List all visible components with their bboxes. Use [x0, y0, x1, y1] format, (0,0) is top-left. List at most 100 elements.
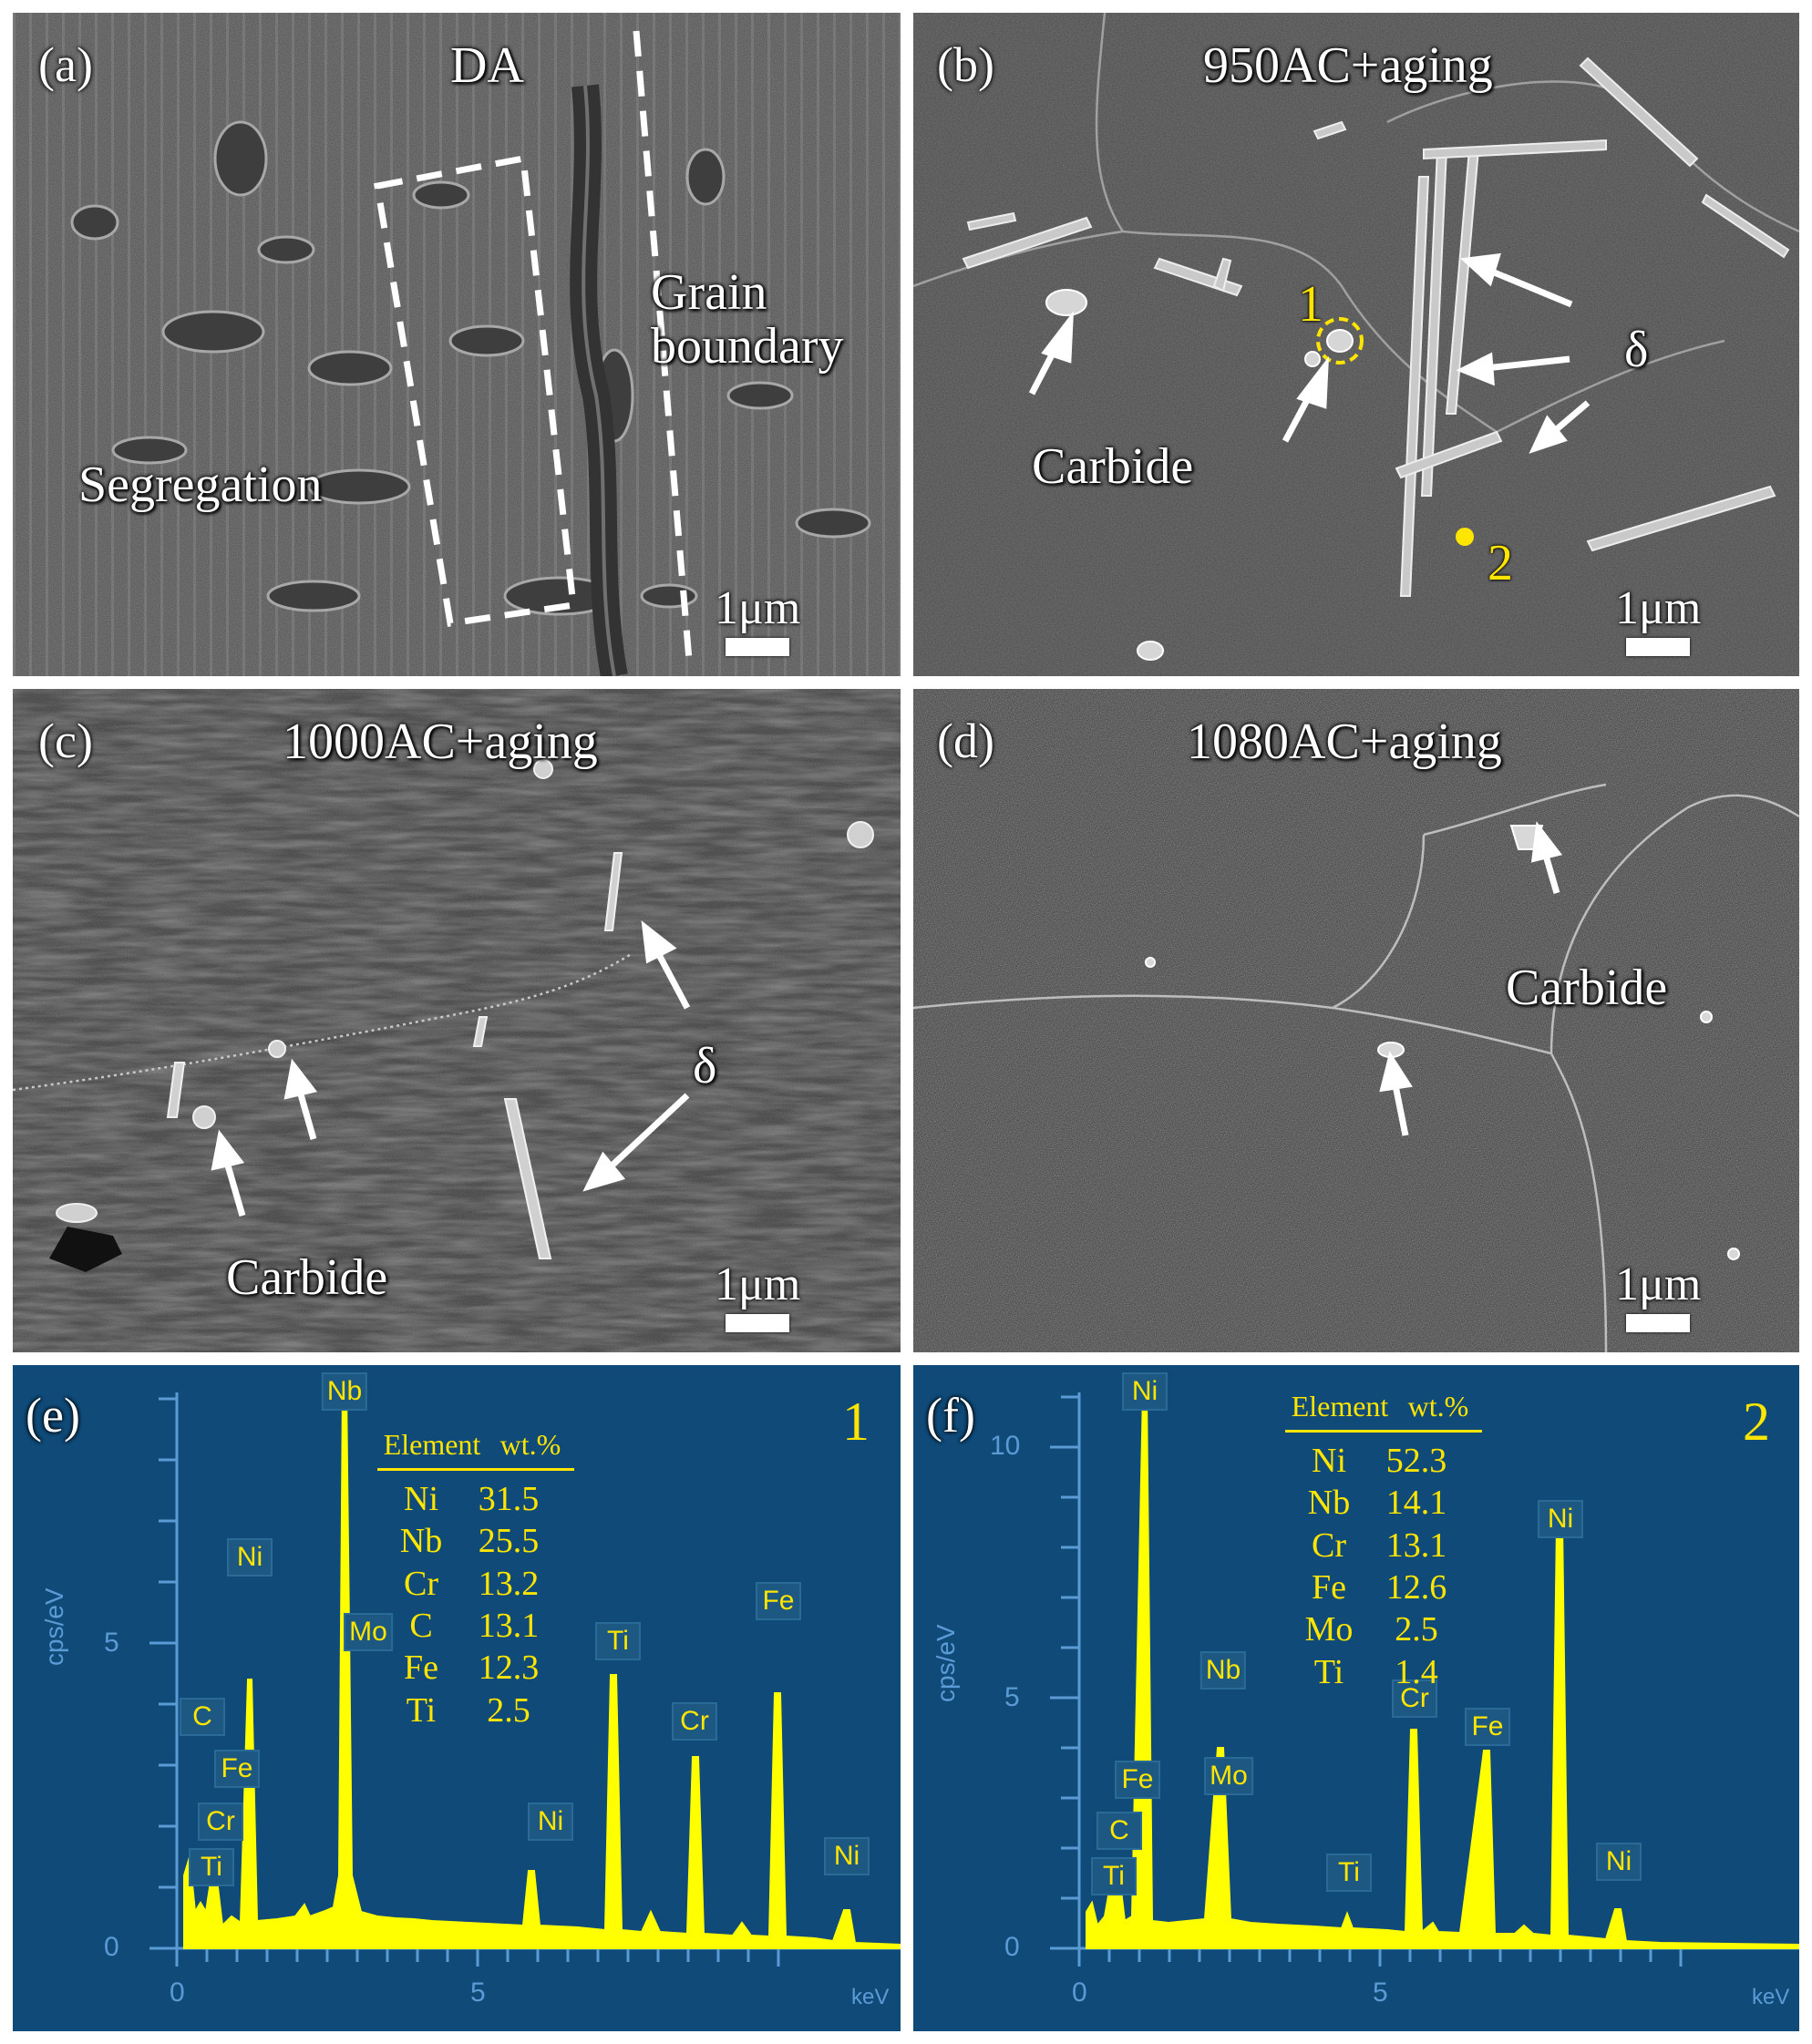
eds-spectrum-f: [1050, 1392, 1799, 1967]
wt-cell: 12.6: [1385, 1568, 1447, 1607]
peak-tag-f-mo: Mo: [1204, 1757, 1253, 1795]
scale-label-d: 1μm: [1615, 1258, 1702, 1310]
panel-title-b: 950AC+aging: [1203, 37, 1493, 94]
segregation-label: Segregation: [78, 457, 323, 513]
xtick-label-f-5: 5: [1373, 1977, 1388, 2008]
grain-boundary-label: Grain boundary: [651, 264, 844, 375]
ytick-label-e-0: 0: [104, 1932, 119, 1962]
scale-bar-c: 1μm: [715, 1261, 800, 1332]
peak-tag-f-nb: Nb: [1199, 1651, 1247, 1690]
wt-cell: 52.3: [1385, 1442, 1447, 1481]
scale-bar-d: 1μm: [1615, 1261, 1701, 1332]
panel-letter-c: (c): [38, 714, 93, 768]
wt-cell: 25.5: [478, 1522, 540, 1561]
ytick-label-f-10: 10: [990, 1431, 1021, 1461]
xtick-label-f-0: 0: [1072, 1977, 1087, 2008]
carbide-label-c: Carbide: [226, 1249, 388, 1306]
element-cell: Nb: [399, 1522, 443, 1561]
peak-tag-e-mo: Mo: [344, 1613, 393, 1651]
table-header-wt-e: wt.%: [499, 1428, 561, 1461]
composition-table-f: Element wt.% Ni 52.3 Nb 14.1 Cr 13.1 Fe 12.6…: [1285, 1389, 1482, 1693]
peak-tag-f-ti-k: Ti: [1326, 1854, 1372, 1892]
element-cell: Nb: [1307, 1484, 1351, 1523]
xtick-label-e-5: 5: [470, 1977, 486, 2008]
panel-letter-e: (e): [26, 1388, 80, 1443]
table-header-f: Element wt.%: [1285, 1389, 1482, 1433]
point-1-label: 1: [1298, 276, 1323, 333]
table-row: Ni 31.5: [377, 1478, 574, 1520]
panel-letter-f: (f): [926, 1388, 975, 1443]
peak-tag-e-ti-l: Ti: [189, 1848, 234, 1886]
ytick-label-e-5: 5: [104, 1628, 119, 1658]
table-row: Cr 13.2: [377, 1563, 574, 1605]
scale-bar-line-b: [1626, 638, 1691, 656]
wt-cell: 31.5: [478, 1480, 540, 1519]
scale-label-c: 1μm: [715, 1258, 801, 1310]
wt-cell: 12.3: [478, 1649, 540, 1688]
table-row: Cr 13.1: [1285, 1525, 1482, 1566]
table-row: Fe 12.6: [1285, 1566, 1482, 1608]
scale-bar-line-a: [726, 638, 790, 656]
eds-spectrum-panel-f: (f) 2 10 5 0 cps/eV 0 5 keV Ni Fe C Ti N…: [913, 1365, 1799, 2031]
table-row: Ni 52.3: [1285, 1440, 1482, 1482]
element-cell: C: [409, 1607, 433, 1646]
peak-tag-e-ni-kb: Ni: [824, 1837, 870, 1875]
wt-cell: 2.5: [1395, 1610, 1438, 1649]
carbide-label-d: Carbide: [1506, 960, 1668, 1016]
peak-tag-e-ni-l: Ni: [227, 1538, 273, 1577]
table-header-element-e: Element: [383, 1428, 481, 1461]
delta-label-c: δ: [693, 1038, 717, 1094]
scale-label-b: 1μm: [1615, 582, 1702, 634]
table-row: Ti 2.5: [377, 1690, 574, 1731]
carbide-label-b: Carbide: [1032, 438, 1194, 495]
panel-letter-d: (d): [937, 714, 994, 768]
scale-bar-b: 1μm: [1615, 585, 1701, 656]
peak-tag-e-c: C: [180, 1698, 225, 1736]
panel-title-a: DA: [450, 37, 524, 94]
wt-cell: 13.2: [478, 1564, 540, 1603]
point-2-label: 2: [1488, 535, 1513, 591]
x-axis-label-e: keV: [851, 1985, 890, 2009]
xtick-label-e-0: 0: [170, 1977, 185, 2008]
wt-cell: 13.1: [478, 1607, 540, 1646]
point-number-f: 2: [1743, 1392, 1770, 1452]
table-header-wt-f: wt.%: [1407, 1390, 1469, 1423]
peak-tag-e-cr-k: Ti: [595, 1622, 641, 1660]
scale-bar-line-d: [1626, 1314, 1691, 1332]
element-cell: Cr: [404, 1564, 438, 1603]
peak-tag-e-ti-k: Ni: [528, 1803, 573, 1841]
y-axis-label-e: cps/eV: [40, 1587, 68, 1666]
peak-tag-e-ni-k: Fe: [756, 1582, 801, 1620]
scale-label-a: 1μm: [715, 582, 801, 634]
peak-tag-f-fe-k: Fe: [1465, 1708, 1510, 1746]
sem-image-a: [13, 13, 901, 676]
table-row: C 13.1: [377, 1605, 574, 1647]
peak-tag-f-ni-kb: Ni: [1596, 1843, 1642, 1881]
sem-panel-c: (c) 1000AC+aging Carbide δ 1μm: [13, 689, 901, 1352]
element-cell: Fe: [404, 1649, 438, 1688]
peak-tag-f-cr: Cr: [1392, 1679, 1437, 1718]
element-cell: Ni: [1312, 1442, 1346, 1481]
wt-cell: 14.1: [1385, 1484, 1447, 1523]
sem-image-c: [13, 689, 901, 1352]
element-cell: Ti: [406, 1690, 437, 1730]
panel-letter-b: (b): [937, 37, 994, 92]
point-number-e: 1: [842, 1392, 870, 1452]
panel-title-c: 1000AC+aging: [283, 714, 598, 770]
peak-tag-e-cr-l: Cr: [198, 1803, 243, 1841]
table-row: Mo 2.5: [1285, 1608, 1482, 1650]
peak-tag-f-ni-k: Ni: [1538, 1500, 1583, 1538]
peak-tag-f-fe-l: Fe: [1115, 1761, 1160, 1799]
peak-tag-e-fe-k: Cr: [672, 1702, 717, 1741]
element-cell: Cr: [1312, 1525, 1346, 1565]
ytick-label-f-5: 5: [1004, 1682, 1020, 1712]
element-cell: Mo: [1304, 1610, 1354, 1649]
element-cell: Fe: [1312, 1568, 1346, 1607]
panel-letter-a: (a): [38, 37, 93, 92]
wt-cell: 1.4: [1395, 1652, 1438, 1691]
sem-panel-d: (d) 1080AC+aging Carbide 1μm: [913, 689, 1799, 1352]
x-axis-label-f: keV: [1752, 1985, 1790, 2009]
peak-tag-e-fe-l: Fe: [214, 1750, 260, 1788]
eds-spectrum-e: [149, 1387, 901, 1967]
composition-table-e: Element wt.% Ni 31.5 Nb 25.5 Cr 13.2 C 13.1 …: [377, 1427, 574, 1731]
